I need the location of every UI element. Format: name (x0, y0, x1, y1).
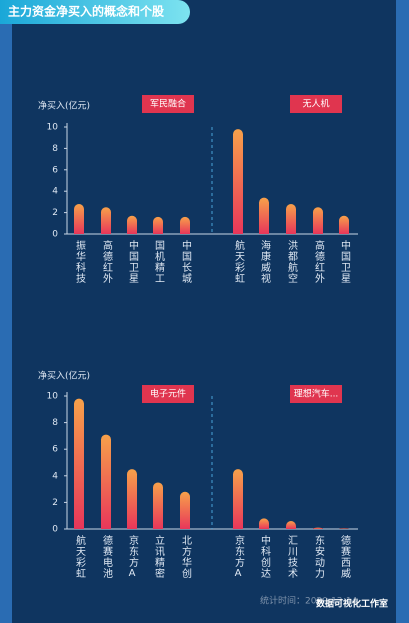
x-tick-label: 北方华创 (180, 535, 192, 579)
x-tick-label: 汇川技术 (286, 534, 298, 579)
bar (127, 215, 137, 234)
bar (74, 398, 84, 529)
x-tick-label: 高德红外 (313, 239, 325, 284)
x-tick-label: 京东方A (127, 534, 139, 580)
y-tick-label: 8 (52, 144, 58, 154)
y-tick-label: 10 (47, 392, 59, 402)
x-tick-label: 振华科技 (74, 239, 86, 284)
bar (339, 528, 349, 529)
x-tick-label: 德赛电池 (101, 534, 113, 579)
x-tick-label: 航天彩虹 (74, 534, 86, 579)
group-tag (142, 95, 194, 113)
footer: 统计时间：2020-12-14 (260, 595, 358, 607)
y-tick-label: 0 (52, 525, 58, 535)
x-tick-label: 中科创达 (259, 534, 271, 579)
y-tick-label: 8 (52, 418, 58, 428)
bar (233, 129, 243, 234)
x-tick-label: 航天彩虹 (233, 239, 245, 284)
y-tick-label: 0 (52, 230, 58, 240)
bar (180, 216, 190, 234)
y-tick-label: 10 (47, 123, 59, 133)
bar (153, 216, 163, 234)
x-tick-label: 高德红外 (101, 239, 113, 284)
group-label: 军民融合 (150, 98, 186, 110)
y-tick-label: 6 (52, 165, 58, 175)
bar (313, 207, 323, 234)
x-tick-label: 中国卫星 (127, 239, 139, 284)
group-label: 电子元件 (150, 388, 186, 400)
group-label: 理想汽车... (294, 388, 339, 400)
bar (153, 482, 163, 529)
title-tag (0, 0, 190, 24)
y-tick-label: 2 (52, 208, 58, 218)
x-tick-label: 海康威视 (259, 239, 271, 284)
x-tick-label: 中国卫星 (339, 239, 351, 284)
x-tick-label: 京东方A (233, 534, 245, 580)
y-axis-label: 净买入(亿元) (38, 370, 90, 382)
x-tick-label: 立讯精密 (153, 534, 165, 579)
left-band (0, 0, 12, 623)
y-axis-label: 净买入(亿元) (38, 100, 90, 112)
title: 主力资金净买入的概念和个股 (8, 4, 165, 19)
x-tick-label: 中国长城 (180, 239, 192, 284)
bar (127, 469, 137, 529)
group-tag (290, 385, 342, 403)
bar (233, 469, 243, 529)
bar (101, 207, 111, 234)
right-band (396, 0, 409, 623)
group-tag (290, 95, 342, 113)
bar (286, 204, 296, 234)
bar (259, 197, 269, 234)
group-label: 无人机 (302, 98, 329, 110)
bar (286, 521, 296, 529)
group-tag (142, 385, 194, 403)
watermark: 数据可视化工作室 (316, 598, 388, 610)
bar (74, 204, 84, 234)
y-tick-label: 4 (52, 471, 58, 481)
y-tick-label: 4 (52, 187, 58, 197)
x-tick-label: 德赛西威 (339, 534, 351, 579)
bar (101, 434, 111, 529)
x-tick-label: 洪都航空 (286, 240, 298, 284)
bar (259, 518, 269, 529)
bar (339, 215, 349, 234)
y-tick-label: 2 (52, 498, 58, 508)
bar (313, 527, 323, 529)
y-tick-label: 6 (52, 445, 58, 455)
bar (180, 491, 190, 529)
x-tick-label: 东安动力 (313, 534, 325, 579)
x-tick-label: 国机精工 (153, 240, 165, 284)
